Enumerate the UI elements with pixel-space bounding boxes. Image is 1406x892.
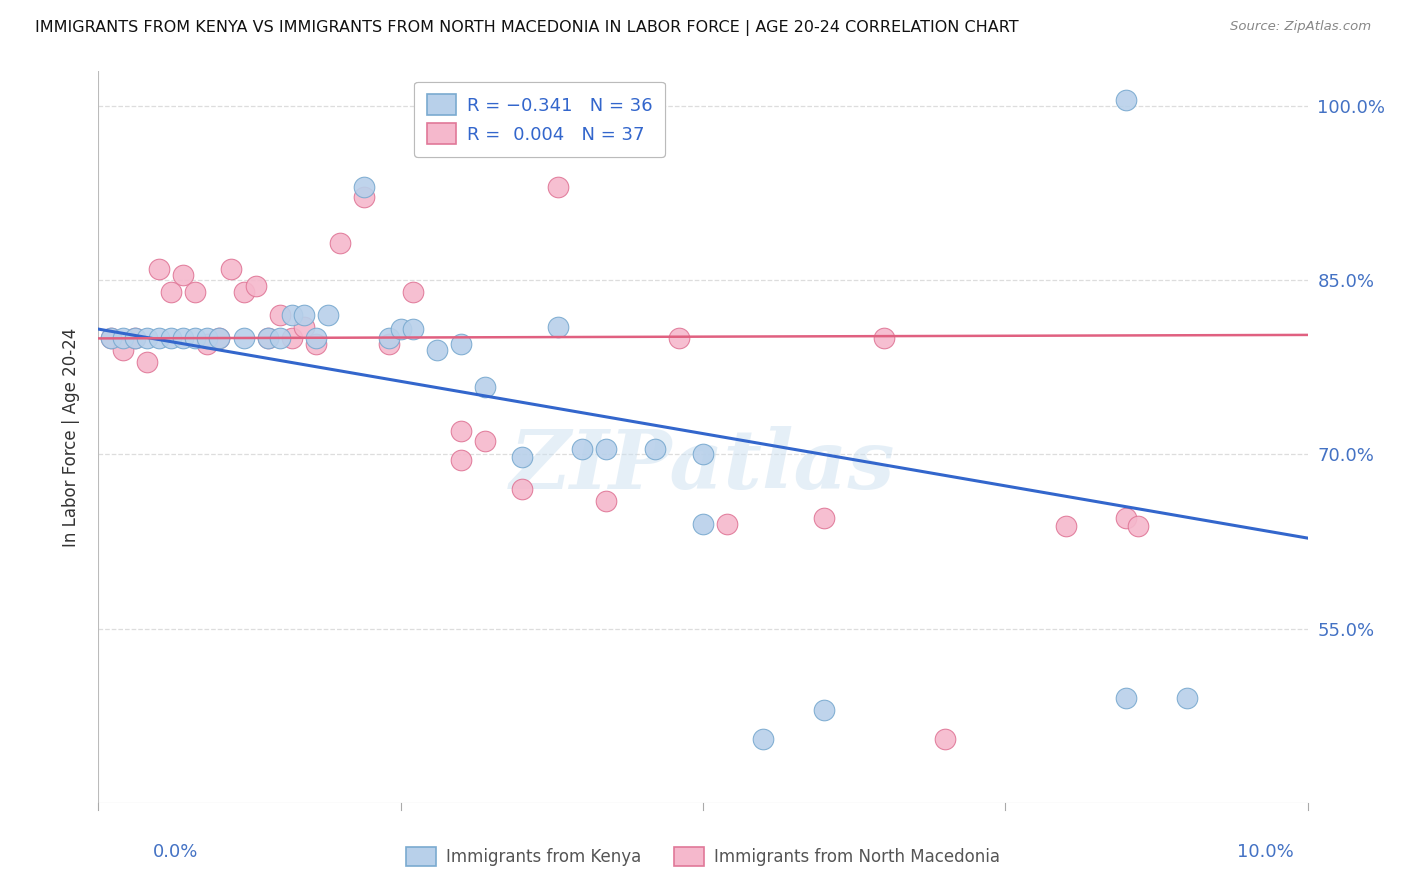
Point (135, 354, 157, 368)
Point (377, 331, 399, 345)
Point (402, 322, 425, 336)
Point (813, 703, 835, 717)
Point (644, 442, 666, 456)
Point (111, 343, 134, 357)
Point (100, 331, 122, 345)
Point (510, 450, 533, 464)
Point (1054, 519, 1077, 533)
Point (547, 319, 569, 334)
Point (547, 180, 569, 194)
Point (1175, 691, 1198, 706)
Point (245, 279, 267, 293)
Text: Source: ZipAtlas.com: Source: ZipAtlas.com (1230, 20, 1371, 33)
Point (232, 331, 254, 345)
Point (595, 442, 617, 456)
Text: IMMIGRANTS FROM KENYA VS IMMIGRANTS FROM NORTH MACEDONIA IN LABOR FORCE | AGE 20: IMMIGRANTS FROM KENYA VS IMMIGRANTS FROM… (35, 20, 1019, 36)
Point (377, 337, 399, 351)
Point (124, 331, 146, 345)
Point (281, 308, 304, 322)
Point (474, 380, 496, 394)
Point (111, 331, 134, 345)
Point (195, 337, 218, 351)
Point (172, 268, 194, 282)
Point (450, 424, 472, 438)
Point (1115, 511, 1137, 525)
Point (281, 331, 304, 345)
Point (232, 285, 254, 299)
Point (329, 236, 352, 251)
Point (292, 319, 315, 334)
Point (353, 180, 375, 194)
Text: 10.0%: 10.0% (1237, 843, 1294, 861)
Point (934, 731, 956, 746)
Point (292, 308, 315, 322)
Point (256, 331, 278, 345)
Point (450, 337, 472, 351)
Text: ZIPatlas: ZIPatlas (510, 426, 896, 507)
Point (873, 331, 896, 345)
Point (160, 331, 183, 345)
Point (195, 331, 218, 345)
Point (208, 331, 231, 345)
Point (813, 511, 835, 525)
Point (160, 285, 183, 299)
Y-axis label: In Labor Force | Age 20-24: In Labor Force | Age 20-24 (62, 327, 80, 547)
Point (571, 442, 593, 456)
Point (450, 453, 472, 467)
Legend: Immigrants from Kenya, Immigrants from North Macedonia: Immigrants from Kenya, Immigrants from N… (399, 840, 1007, 873)
Point (256, 331, 278, 345)
Point (124, 331, 146, 345)
Point (389, 322, 412, 336)
Point (305, 337, 328, 351)
Point (426, 343, 449, 357)
Point (1115, 691, 1137, 706)
Point (716, 517, 738, 532)
Text: 0.0%: 0.0% (153, 843, 198, 861)
Point (148, 331, 170, 345)
Point (692, 517, 714, 532)
Point (474, 434, 496, 448)
Point (148, 261, 170, 276)
Point (221, 261, 243, 276)
Point (305, 331, 328, 345)
Point (510, 483, 533, 497)
Point (402, 285, 425, 299)
Point (668, 331, 690, 345)
Point (316, 308, 339, 322)
Point (172, 331, 194, 345)
Legend: R = −0.341   N = 36, R =   0.004   N = 37: R = −0.341 N = 36, R = 0.004 N = 37 (415, 82, 665, 157)
Point (135, 331, 157, 345)
Point (269, 331, 291, 345)
Point (692, 448, 714, 462)
Point (353, 190, 375, 204)
Point (1115, 94, 1137, 108)
Point (752, 731, 775, 746)
Point (595, 494, 617, 508)
Point (269, 308, 291, 322)
Point (184, 331, 207, 345)
Point (1128, 519, 1150, 533)
Point (208, 331, 231, 345)
Point (184, 285, 207, 299)
Point (100, 331, 122, 345)
